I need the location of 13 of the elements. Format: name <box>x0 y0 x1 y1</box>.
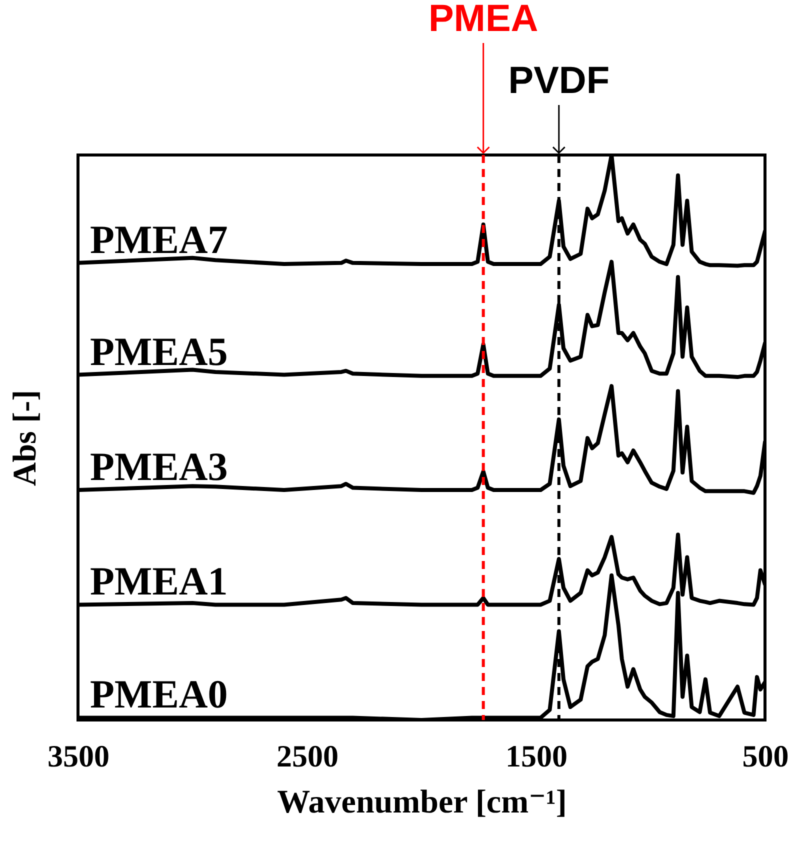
x-tick-label: 500 <box>742 738 789 774</box>
y-axis-title: Abs [-] <box>8 390 44 486</box>
series-label: PMEA5 <box>90 328 228 374</box>
x-tick-label: 3500 <box>48 738 110 774</box>
series-label: PMEA0 <box>90 672 228 717</box>
ref-line-label: PMEA <box>428 0 538 40</box>
x-axis-title: Wavenumber [cm⁻¹] <box>277 784 567 820</box>
ref-line-label: PVDF <box>508 60 610 102</box>
x-tick-label: 2500 <box>276 738 338 774</box>
series-label: PMEA3 <box>90 444 228 490</box>
series-label: PMEA1 <box>90 558 228 604</box>
x-tick-label: 1500 <box>506 738 568 774</box>
series-label: PMEA7 <box>90 216 228 262</box>
